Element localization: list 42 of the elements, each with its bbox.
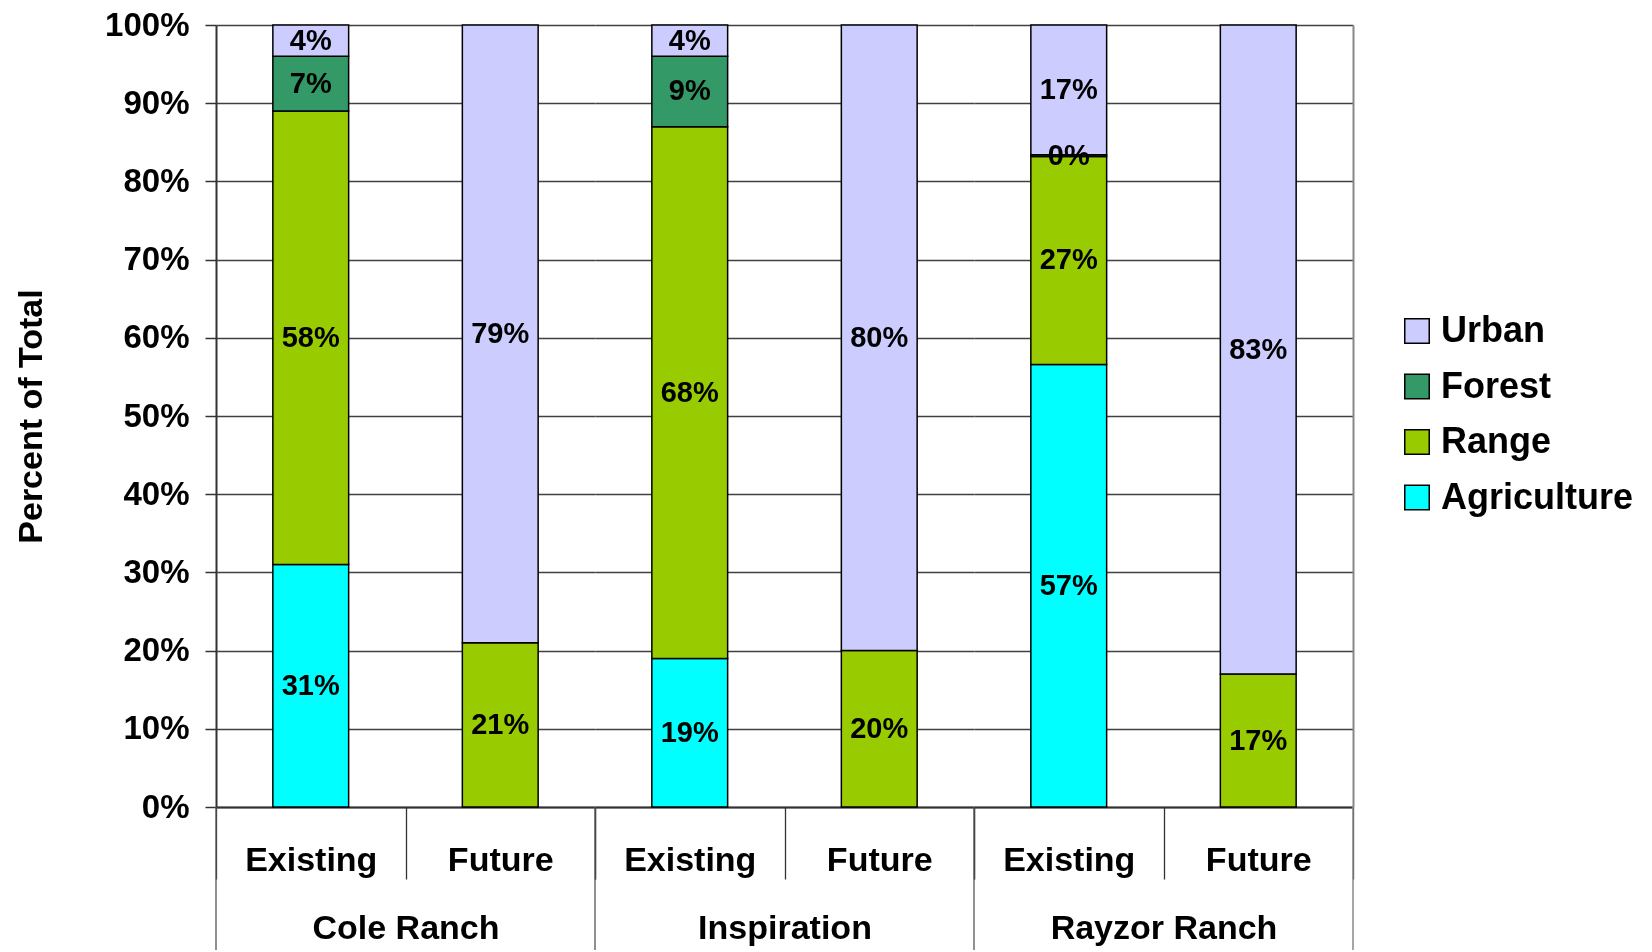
y-tick-label: 100%: [105, 5, 190, 43]
y-tick-label: 40%: [123, 474, 190, 512]
y-tick-label: 50%: [123, 396, 190, 434]
x-axis-title: Cole Ranch: [312, 907, 500, 946]
data-label: 4%: [289, 23, 332, 56]
y-axis-title: Percent of Total: [11, 289, 50, 544]
x-axis-title: Inspiration: [698, 907, 872, 946]
data-label: 83%: [1229, 332, 1288, 365]
data-label: 79%: [471, 316, 530, 349]
y-tick-label: 70%: [123, 240, 190, 278]
data-label: 9%: [668, 74, 711, 107]
y-tick-label: 10%: [123, 709, 190, 747]
y-tick-label: 80%: [123, 161, 190, 199]
legend-label: Forest: [1441, 364, 1552, 406]
y-tick-label: 90%: [123, 83, 190, 121]
x-axis-title: Rayzor Ranch: [1050, 907, 1278, 946]
y-tick-label: 60%: [123, 318, 190, 356]
y-tick-label: 0%: [141, 787, 190, 825]
data-label: 19%: [660, 715, 719, 748]
data-label: 27%: [1039, 243, 1098, 276]
x-tick-label: Existing: [624, 839, 757, 878]
data-label: 31%: [281, 668, 340, 701]
legend-label: Range: [1441, 420, 1552, 461]
data-label: 80%: [850, 320, 909, 353]
legend-label: Urban: [1441, 309, 1546, 350]
data-label: 68%: [660, 375, 719, 408]
y-tick-label: 30%: [123, 552, 190, 590]
data-label: 7%: [289, 66, 332, 99]
data-label: 57%: [1039, 568, 1098, 601]
data-label: 17%: [1039, 72, 1098, 105]
legend-label: Agriculture: [1441, 475, 1634, 517]
data-label: 58%: [281, 320, 340, 353]
x-tick-label: Existing: [245, 839, 378, 878]
data-label: 20%: [850, 711, 909, 744]
x-tick-label: Future: [447, 839, 554, 878]
x-tick-label: Existing: [1003, 839, 1136, 878]
data-label: 21%: [471, 707, 530, 740]
y-tick-label: 20%: [123, 631, 190, 669]
data-label: 17%: [1229, 723, 1288, 756]
x-tick-label: Future: [1205, 839, 1312, 878]
x-tick-label: Future: [826, 839, 933, 878]
data-label: 4%: [668, 23, 711, 56]
